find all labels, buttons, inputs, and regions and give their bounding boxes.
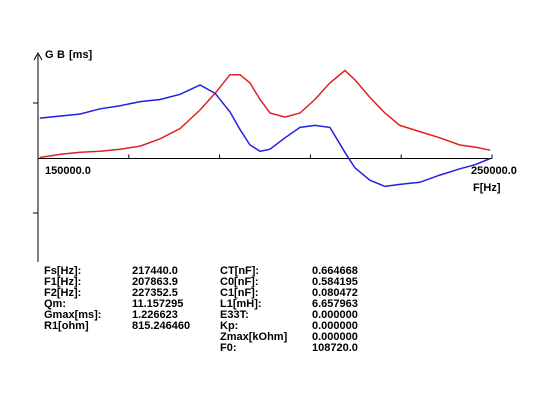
param-label: R1[ohm]: [44, 320, 89, 332]
param-label: C1[nF]:: [220, 287, 259, 299]
series-line: [39, 69, 491, 159]
param-value: 207863.9: [132, 276, 178, 288]
param-value: 227352.5: [132, 287, 178, 299]
param-label: L1[mH]:: [220, 298, 262, 310]
param-label: CT[nF]:: [220, 265, 259, 277]
param-value: 1.226623: [132, 309, 178, 321]
y-axis-label: B: [57, 49, 65, 61]
param-value: 0.000000: [312, 320, 358, 332]
param-label: F0:: [220, 342, 237, 354]
param-value: 6.657963: [312, 298, 358, 310]
param-value: 0.664668: [312, 265, 358, 277]
param-label: Zmax[kOhm]: [220, 331, 288, 343]
param-value: 108720.0: [312, 342, 358, 354]
x-tick-label: 150000.0: [45, 165, 91, 177]
y-axis-label: G: [45, 49, 54, 61]
param-label: E33T:: [220, 309, 249, 321]
x-tick-label: 250000.0: [471, 165, 517, 177]
param-value: 0.000000: [312, 309, 358, 321]
param-label: Kp:: [220, 320, 238, 332]
param-value: 0.000000: [312, 331, 358, 343]
param-label: Gmax[ms]:: [44, 309, 101, 321]
param-label: C0[nF]:: [220, 276, 259, 288]
param-label: F1[Hz]:: [44, 276, 81, 288]
series-line: [39, 84, 491, 188]
x-axis-label: F[Hz]: [473, 182, 501, 194]
y-axis-label: [ms]: [69, 49, 93, 61]
param-label: Fs[Hz]:: [44, 265, 81, 277]
param-value: 0.080472: [312, 287, 358, 299]
param-value: 0.584195: [312, 276, 358, 288]
param-value: 11.157295: [132, 298, 183, 310]
param-label: Qm:: [44, 298, 66, 310]
y-axis-arrow: [33, 51, 43, 61]
param-label: F2[Hz]:: [44, 287, 81, 299]
param-value: 217440.0: [132, 265, 178, 277]
param-value: 815.246460: [132, 320, 190, 332]
